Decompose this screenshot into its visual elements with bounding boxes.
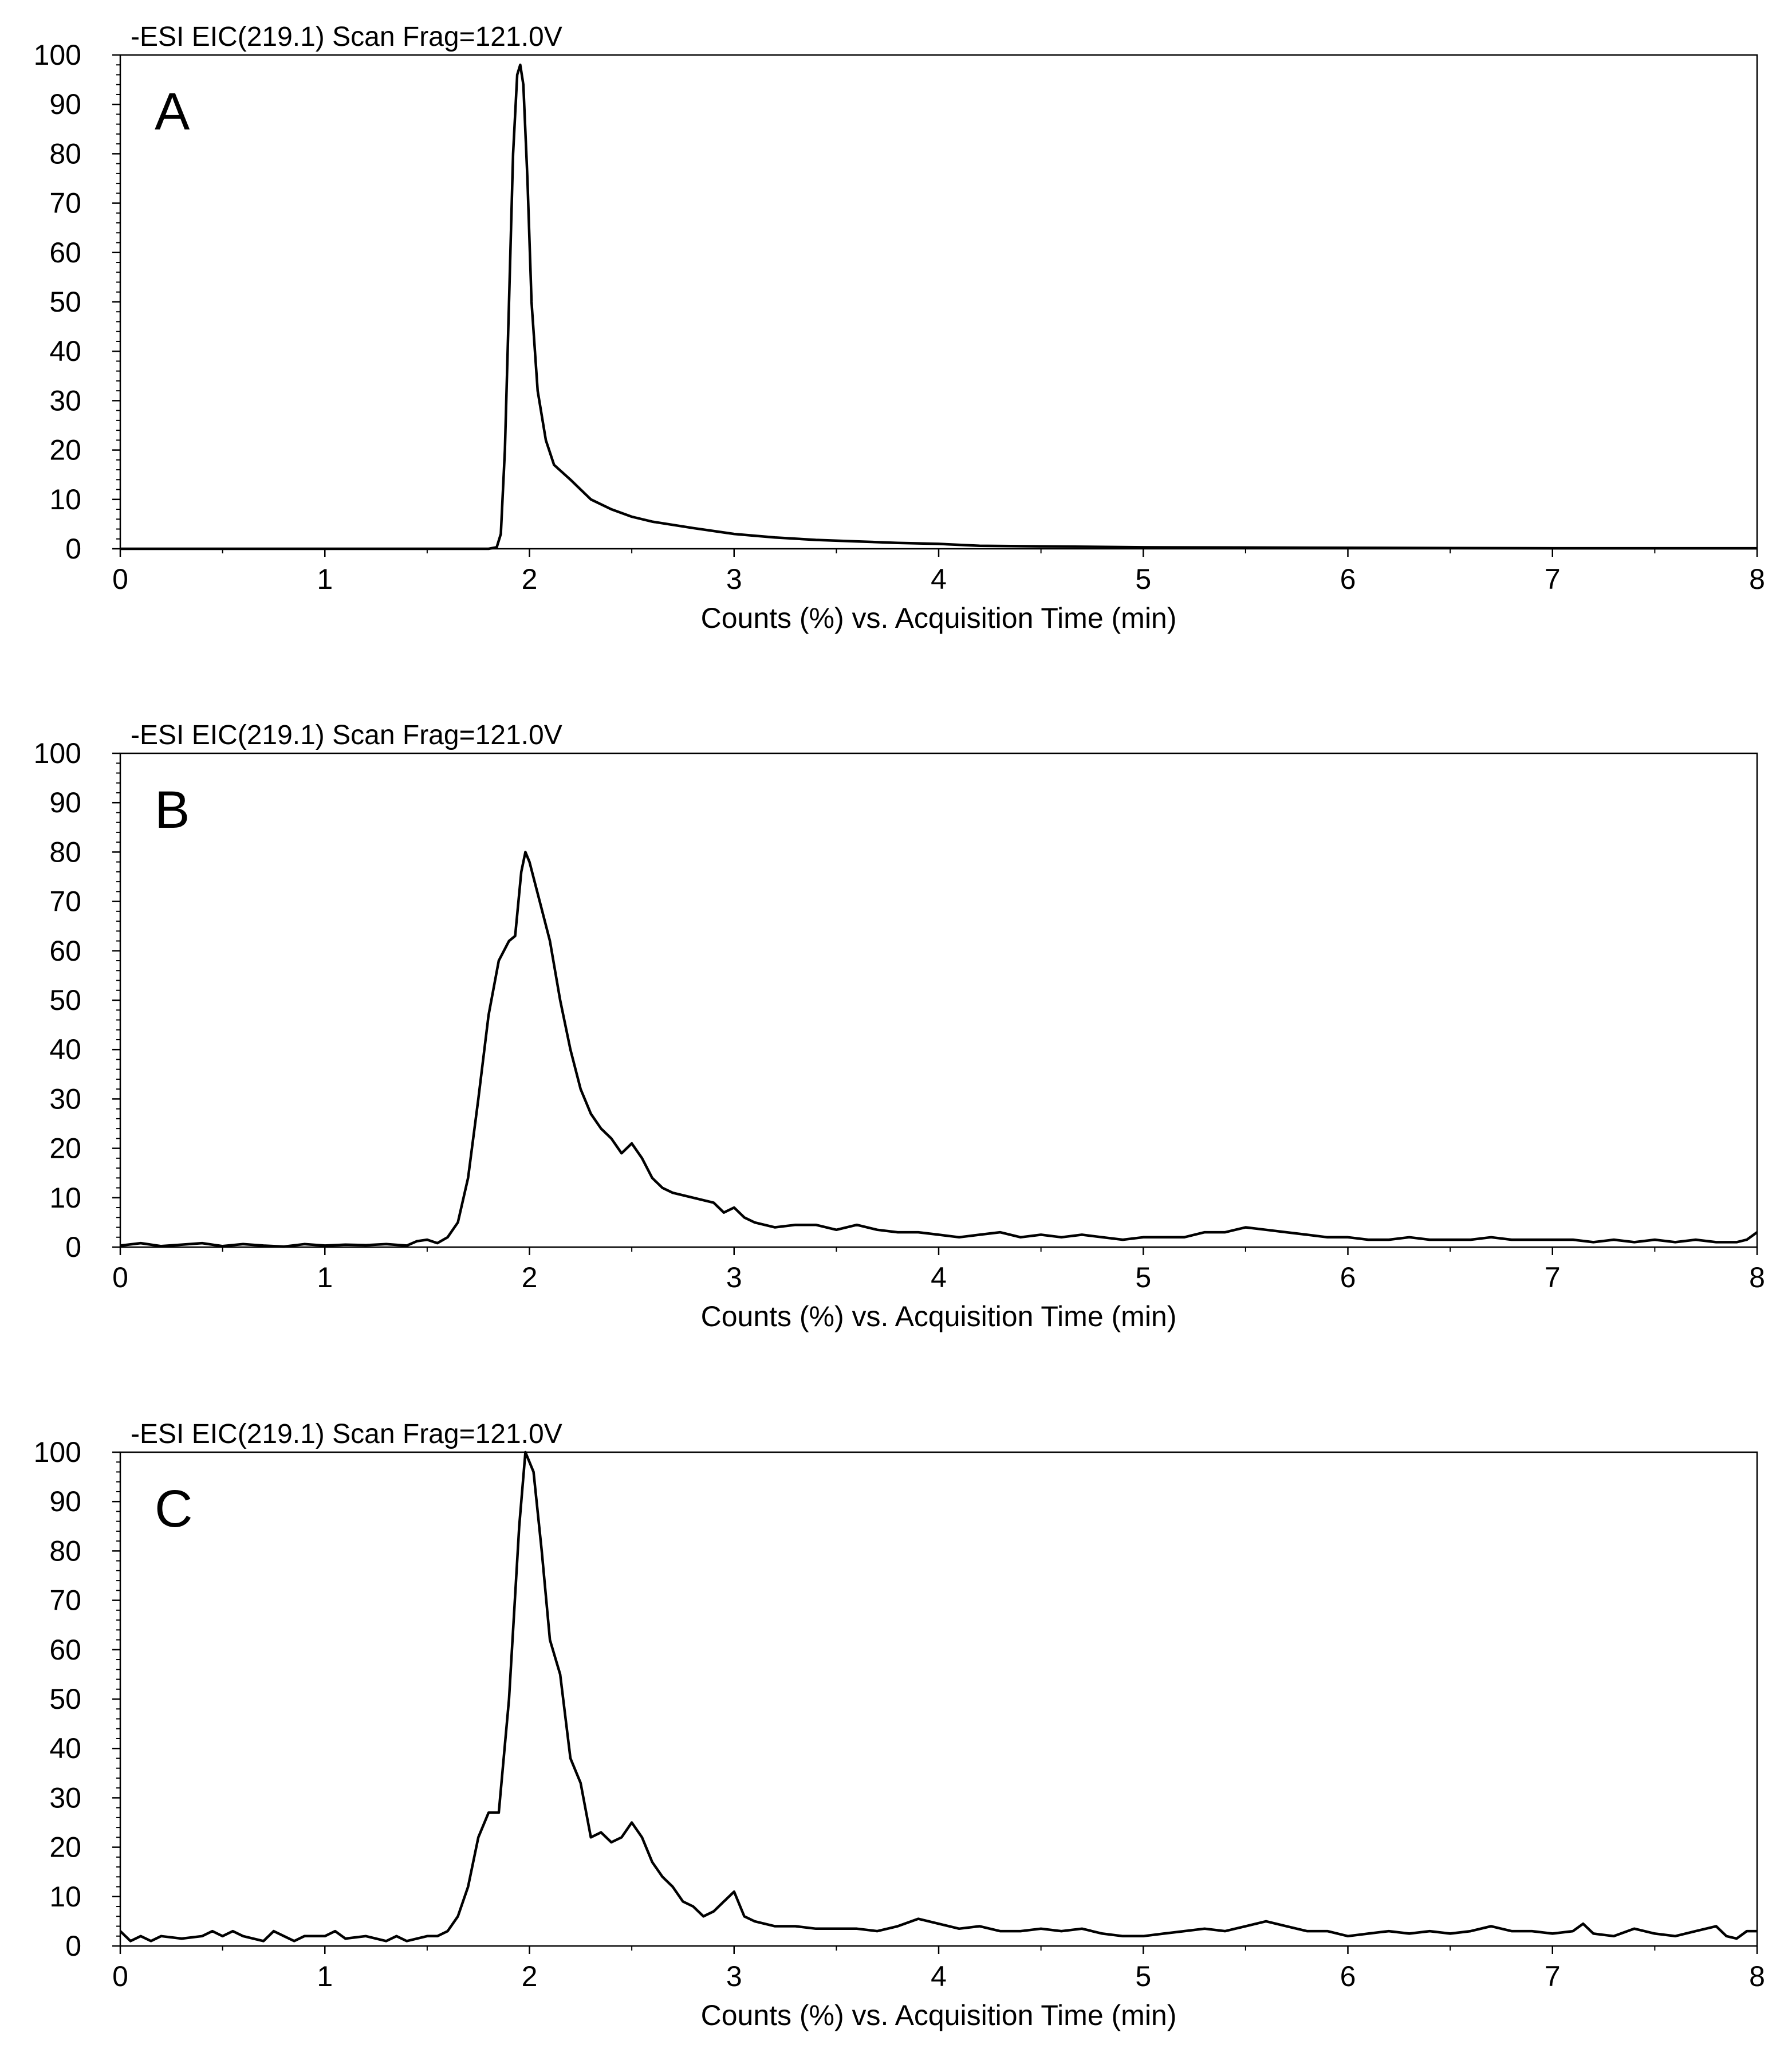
y-tick-label: 30 — [49, 1782, 81, 1814]
y-tick-label: 10 — [49, 483, 81, 516]
y-tick-label: 80 — [49, 836, 81, 868]
y-tick-label: 90 — [49, 88, 81, 120]
y-tick-label: 0 — [65, 533, 81, 565]
x-axis-title: Counts (%) vs. Acquisition Time (min) — [701, 1300, 1177, 1332]
x-tick-label: 2 — [522, 563, 538, 595]
chart-title: -ESI EIC(219.1) Scan Frag=121.0V — [131, 720, 562, 750]
x-axis-title: Counts (%) vs. Acquisition Time (min) — [701, 1999, 1177, 2031]
chart-panel-a: -ESI EIC(219.1) Scan Frag=121.0VA0102030… — [34, 22, 1765, 634]
x-tick-label: 8 — [1749, 1960, 1765, 1992]
y-tick-label: 70 — [49, 1585, 81, 1617]
y-tick-label: 40 — [49, 1732, 81, 1764]
x-tick-label: 0 — [112, 1261, 128, 1293]
chart-panel-c: -ESI EIC(219.1) Scan Frag=121.0VC0102030… — [34, 1419, 1765, 2031]
x-tick-label: 5 — [1135, 1960, 1151, 1992]
y-tick-label: 60 — [49, 1634, 81, 1666]
x-tick-label: 1 — [317, 1261, 333, 1293]
y-tick-label: 60 — [49, 237, 81, 269]
y-tick-label: 0 — [65, 1231, 81, 1263]
x-tick-label: 4 — [931, 563, 947, 595]
chromatogram-trace — [119, 1450, 1757, 1943]
y-tick-label: 100 — [34, 39, 81, 71]
chart-title: -ESI EIC(219.1) Scan Frag=121.0V — [131, 22, 562, 52]
y-tick-label: 100 — [34, 1436, 81, 1468]
y-tick-label: 40 — [49, 335, 81, 367]
y-tick-label: 20 — [49, 1133, 81, 1165]
x-tick-label: 6 — [1340, 563, 1356, 595]
chromatogram-trace — [120, 63, 1757, 551]
y-tick-label: 80 — [49, 1535, 81, 1567]
y-tick-label: 70 — [49, 886, 81, 918]
panel-label: B — [155, 781, 190, 839]
plot-frame — [119, 54, 1758, 550]
x-tick-label: 7 — [1545, 563, 1561, 595]
y-tick-label: 50 — [49, 286, 81, 318]
x-axis-title: Counts (%) vs. Acquisition Time (min) — [701, 602, 1177, 634]
x-tick-label: 7 — [1545, 1960, 1561, 1992]
chart-panel-b: -ESI EIC(219.1) Scan Frag=121.0VB0102030… — [34, 720, 1765, 1332]
x-tick-label: 3 — [726, 1261, 742, 1293]
x-tick-label: 2 — [522, 1261, 538, 1293]
y-tick-label: 0 — [65, 1930, 81, 1962]
y-tick-label: 90 — [49, 1485, 81, 1517]
plot-frame — [119, 1451, 1758, 1947]
x-tick-label: 1 — [317, 1960, 333, 1992]
x-tick-label: 4 — [931, 1960, 947, 1992]
y-tick-label: 70 — [49, 187, 81, 219]
y-tick-label: 10 — [49, 1881, 81, 1913]
y-tick-label: 100 — [34, 737, 81, 769]
y-tick-label: 30 — [49, 1083, 81, 1115]
plot-frame — [119, 752, 1758, 1248]
x-tick-label: 6 — [1340, 1261, 1356, 1293]
y-tick-label: 10 — [49, 1182, 81, 1214]
y-tick-label: 20 — [49, 434, 81, 466]
x-tick-label: 1 — [317, 563, 333, 595]
y-tick-label: 50 — [49, 984, 81, 1016]
x-tick-label: 6 — [1340, 1960, 1356, 1992]
x-tick-label: 5 — [1135, 563, 1151, 595]
x-tick-label: 3 — [726, 563, 742, 595]
x-tick-label: 8 — [1749, 1261, 1765, 1293]
chart-title: -ESI EIC(219.1) Scan Frag=121.0V — [131, 1419, 562, 1449]
x-tick-label: 8 — [1749, 563, 1765, 595]
x-tick-label: 3 — [726, 1960, 742, 1992]
y-tick-label: 20 — [49, 1831, 81, 1863]
y-tick-label: 50 — [49, 1683, 81, 1715]
panel-label: C — [155, 1480, 192, 1538]
y-tick-label: 80 — [49, 137, 81, 170]
x-tick-label: 0 — [112, 563, 128, 595]
chromatogram-trace — [120, 851, 1758, 1248]
x-tick-label: 4 — [931, 1261, 947, 1293]
x-tick-label: 2 — [522, 1960, 538, 1992]
x-tick-label: 7 — [1545, 1261, 1561, 1293]
y-tick-label: 30 — [49, 384, 81, 416]
y-tick-label: 40 — [49, 1033, 81, 1066]
x-tick-label: 5 — [1135, 1261, 1151, 1293]
y-tick-label: 60 — [49, 935, 81, 967]
panel-label: A — [155, 82, 190, 141]
y-tick-label: 90 — [49, 787, 81, 819]
x-tick-label: 0 — [112, 1960, 128, 1992]
